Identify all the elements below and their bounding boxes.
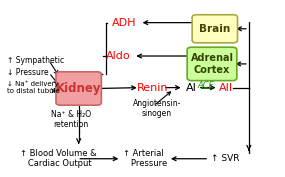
FancyBboxPatch shape — [56, 72, 101, 105]
Text: ↓ Pressure: ↓ Pressure — [7, 68, 48, 77]
Text: Aldo: Aldo — [106, 51, 131, 61]
Text: Brain: Brain — [199, 24, 231, 34]
Text: ADH: ADH — [112, 18, 136, 28]
Text: AI: AI — [186, 83, 197, 93]
Text: ↑ Blood Volume &
   Cardiac Output: ↑ Blood Volume & Cardiac Output — [20, 149, 97, 169]
Text: Kidney: Kidney — [56, 82, 101, 95]
Text: ACE: ACE — [198, 81, 215, 90]
Text: ↓ Na⁺ delivery
to distal tubule: ↓ Na⁺ delivery to distal tubule — [7, 81, 60, 95]
Text: Renin: Renin — [137, 83, 168, 93]
Text: Na⁺ & H₂O
retention: Na⁺ & H₂O retention — [51, 110, 91, 129]
Text: ↑ Arterial
   Pressure: ↑ Arterial Pressure — [123, 149, 167, 169]
Text: ↑ Sympathetic: ↑ Sympathetic — [7, 56, 64, 65]
Text: Adrenal
Cortex: Adrenal Cortex — [190, 53, 233, 75]
Text: Angiotensin-
sinogen: Angiotensin- sinogen — [133, 99, 181, 118]
FancyBboxPatch shape — [192, 15, 237, 43]
Text: AII: AII — [219, 83, 233, 93]
Text: ↑ SVR: ↑ SVR — [211, 154, 239, 163]
FancyBboxPatch shape — [187, 47, 237, 81]
